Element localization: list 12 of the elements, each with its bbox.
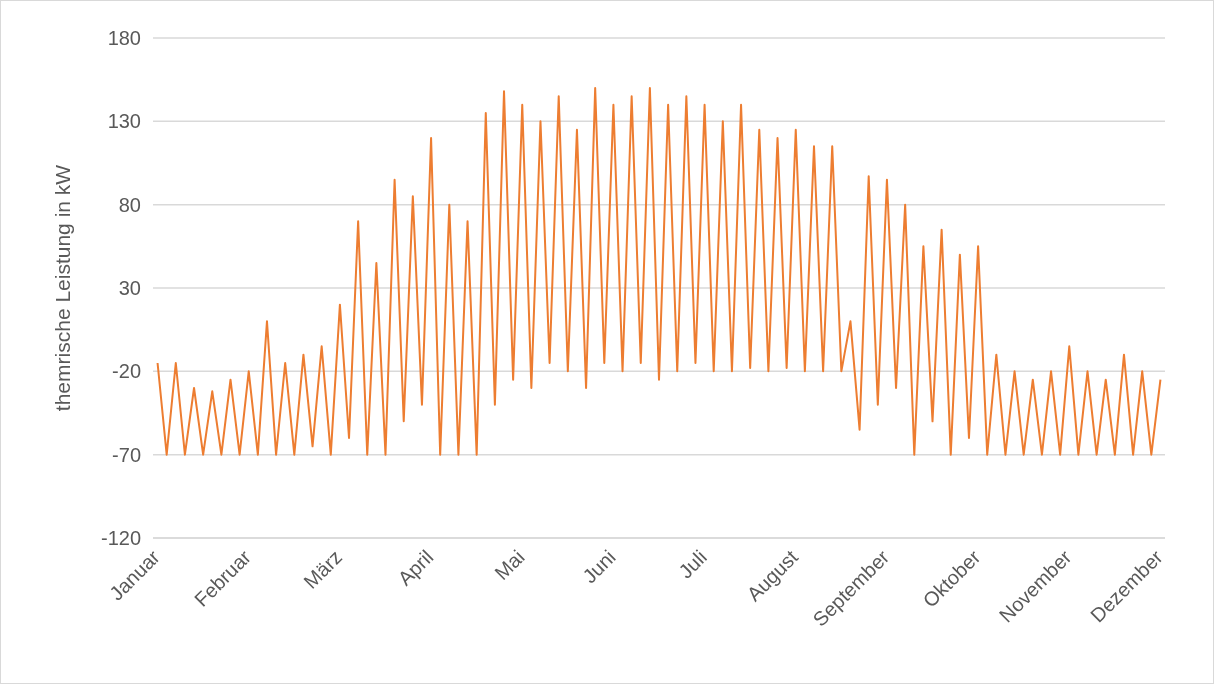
y-tick-label: 130	[107, 110, 141, 133]
y-tick-label: -120	[100, 527, 141, 549]
line-series	[156, 87, 1162, 456]
x-tick-label: Mai	[490, 545, 529, 585]
y-tick-label: -20	[112, 360, 141, 383]
x-tick-label: Juli	[674, 545, 711, 583]
y-tick-label: -70	[112, 443, 141, 466]
y-axis-title: themrische Leistung in kW	[51, 164, 74, 412]
y-tick-label: 80	[118, 193, 141, 216]
y-tick-label: 180	[107, 27, 141, 49]
x-tick-label: Juni	[578, 545, 620, 588]
y-tick-label: 30	[118, 277, 141, 299]
